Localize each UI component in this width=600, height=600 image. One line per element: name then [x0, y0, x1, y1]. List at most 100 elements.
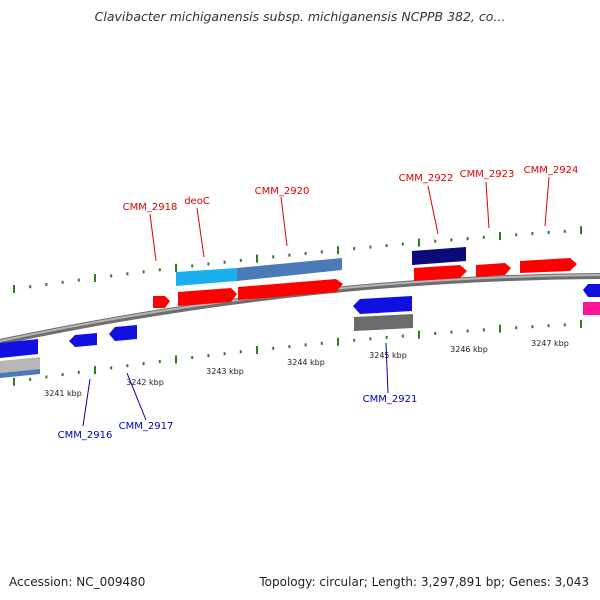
outer-tick-mark — [61, 280, 64, 284]
outer-tick-mark — [547, 230, 550, 234]
inner-tick-mark — [580, 320, 582, 328]
outer-tick-mark — [482, 235, 485, 239]
map-title: Clavibacter michiganensis subsp. michiga… — [94, 9, 506, 24]
outer-tick-mark — [450, 238, 453, 242]
inner-tick-mark — [126, 364, 129, 368]
inner-tick-mark — [450, 330, 453, 334]
outer-tick-mark — [207, 262, 210, 266]
outer-tick-mark — [110, 274, 113, 278]
label-cmm-2921[interactable]: CMM_2921 — [363, 394, 418, 405]
outer-tick-mark — [142, 270, 145, 274]
inner-tick-mark — [223, 352, 226, 356]
outer-tick-mark — [126, 272, 129, 276]
label-cmm-2916[interactable]: CMM_2916 — [58, 430, 113, 441]
outer-tick-mark — [385, 244, 388, 248]
inner-tick-mark — [531, 325, 534, 329]
scale-tick-label: 3243 kbp — [206, 367, 244, 376]
gene-right-edge-blue[interactable] — [583, 284, 600, 297]
outer-tick-mark — [272, 255, 275, 259]
outer-tick-mark — [320, 250, 323, 254]
outer-tick-mark — [45, 283, 48, 286]
gene-cmm-2922-top[interactable] — [412, 247, 466, 265]
inner-tick-mark — [142, 362, 145, 366]
outer-tick-mark — [563, 229, 566, 233]
inner-tick-mark — [304, 343, 307, 347]
outer-tick-mark — [256, 254, 258, 263]
inner-tick-mark — [13, 377, 15, 386]
inner-tick-mark — [320, 341, 323, 345]
inner-tick-mark — [482, 328, 485, 332]
accession-text: Accession: NC_009480 — [9, 575, 146, 589]
inner-tick-mark — [77, 370, 80, 374]
label-deoc[interactable]: deoC — [184, 196, 210, 207]
outer-tick-mark — [158, 268, 161, 272]
gene-right-edge-magenta[interactable] — [583, 302, 600, 315]
outer-tick-mark — [434, 239, 437, 243]
outer-tick-mark — [223, 260, 226, 264]
label-leaders-above — [149, 176, 550, 262]
outer-tick-mark — [191, 264, 194, 268]
scale-tick-label: 3241 kbp — [44, 389, 82, 398]
inner-tick-mark — [547, 324, 550, 328]
gene-left-edge-gray[interactable] — [0, 357, 40, 373]
label-cmm-2917[interactable]: CMM_2917 — [119, 421, 174, 432]
gene-cmm-2916[interactable] — [69, 333, 97, 347]
outer-tick-mark — [580, 226, 582, 235]
outer-tick-mark — [304, 251, 307, 255]
inner-tick-mark — [288, 345, 291, 349]
scale-tick-label: 3242 kbp — [126, 378, 164, 387]
inner-tick-mark — [499, 324, 501, 333]
gene-cmm-2924[interactable] — [520, 258, 577, 273]
inner-tick-mark — [29, 377, 32, 381]
outer-tick-mark — [401, 242, 404, 246]
label-cmm-2922[interactable]: CMM_2922 — [399, 173, 454, 184]
inner-tick-row — [13, 320, 582, 386]
gene-labels-above: CMM_2918 deoC CMM_2920 CMM_2922 CMM_2923… — [123, 165, 579, 213]
inner-tick-mark — [191, 356, 194, 359]
inner-tick-mark — [207, 354, 210, 358]
outer-tick-mark — [288, 253, 291, 257]
inner-tick-mark — [418, 330, 420, 339]
gene-left-edge-steel[interactable] — [0, 369, 40, 378]
label-cmm-2924[interactable]: CMM_2924 — [524, 165, 579, 176]
gene-left-edge-blue[interactable] — [0, 339, 38, 358]
topology-text: Topology: circular; Length: 3,297,891 bp… — [259, 575, 589, 589]
gene-cmm-2921-bottom[interactable] — [354, 314, 413, 331]
inner-tick-mark — [385, 335, 388, 339]
gene-cmm-2920-top[interactable] — [237, 258, 342, 281]
gene-cmm-2921[interactable] — [353, 296, 412, 314]
inner-tick-mark — [94, 366, 96, 375]
outer-tick-mark — [499, 232, 501, 240]
inner-tick-mark — [61, 373, 64, 377]
outer-tick-mark — [466, 237, 469, 241]
inner-tick-mark — [239, 350, 242, 354]
inner-tick-mark — [337, 337, 339, 346]
gene-cmm-2920[interactable] — [238, 279, 343, 300]
label-cmm-2920[interactable]: CMM_2920 — [255, 186, 310, 197]
scale-tick-label: 3246 kbp — [450, 345, 488, 354]
gene-cmm-2918[interactable] — [153, 296, 170, 308]
outer-tick-mark — [94, 274, 96, 282]
outer-tick-mark — [369, 245, 372, 249]
inner-tick-mark — [353, 338, 356, 342]
gene-cmm-2922[interactable] — [414, 265, 467, 281]
label-cmm-2923[interactable]: CMM_2923 — [460, 169, 515, 180]
inner-tick-mark — [401, 334, 404, 338]
scale-tick-labels: 3241 kbp 3242 kbp 3243 kbp 3244 kbp 3245… — [44, 339, 569, 398]
outer-tick-mark — [337, 246, 339, 255]
scale-tick-label: 3245 kbp — [369, 351, 407, 360]
label-cmm-2918[interactable]: CMM_2918 — [123, 202, 178, 213]
outer-tick-mark — [175, 263, 177, 272]
gene-deoc[interactable] — [178, 288, 237, 306]
inner-tick-mark — [175, 355, 177, 364]
gene-cmm-2923[interactable] — [476, 263, 511, 277]
gene-cmm-2917[interactable] — [109, 325, 137, 341]
inner-tick-mark — [369, 337, 372, 341]
outer-tick-mark — [515, 233, 518, 237]
scale-tick-label: 3247 kbp — [531, 339, 569, 348]
outer-tick-mark — [77, 278, 80, 282]
gene-track-forward — [153, 247, 600, 315]
gene-deoc-top[interactable] — [176, 268, 237, 286]
inner-tick-mark — [256, 346, 258, 354]
